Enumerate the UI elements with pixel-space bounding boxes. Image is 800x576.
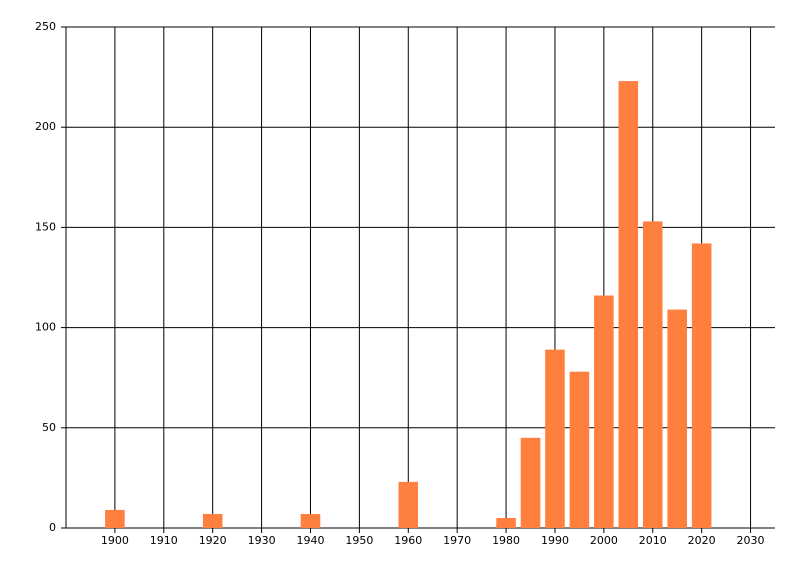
x-tick-label: 1940: [296, 534, 324, 547]
x-tick-label: 1950: [345, 534, 373, 547]
bar: [642, 221, 663, 528]
x-tick-label: 2020: [688, 534, 716, 547]
x-tick-label: 1970: [443, 534, 471, 547]
x-tick-label: 1910: [150, 534, 178, 547]
y-tick-label: 200: [35, 120, 56, 133]
y-tick-label: 100: [35, 321, 56, 334]
x-tick-label: 1990: [541, 534, 569, 547]
bar: [667, 309, 687, 528]
x-tick-label: 2010: [639, 534, 667, 547]
x-tick-label: 2030: [737, 534, 765, 547]
bar: [545, 349, 565, 528]
x-tick-label: 1980: [492, 534, 520, 547]
x-tick-label: 1960: [394, 534, 422, 547]
bar: [300, 513, 321, 528]
x-tick-label: 1900: [101, 534, 129, 547]
x-tick-label: 1930: [248, 534, 276, 547]
bar: [520, 437, 541, 528]
x-tick-label: 2000: [590, 534, 618, 547]
bar: [618, 81, 639, 528]
bar: [569, 371, 590, 528]
y-tick-label: 0: [49, 521, 56, 534]
y-tick-label: 150: [35, 220, 56, 233]
y-tick-label: 250: [35, 20, 56, 33]
bar: [398, 481, 419, 528]
bar: [105, 509, 125, 528]
bar: [202, 513, 223, 528]
y-tick-label: 50: [42, 421, 56, 434]
bar: [691, 243, 712, 528]
bar: [496, 517, 516, 528]
x-tick-label: 1920: [199, 534, 227, 547]
bar: [594, 295, 614, 528]
